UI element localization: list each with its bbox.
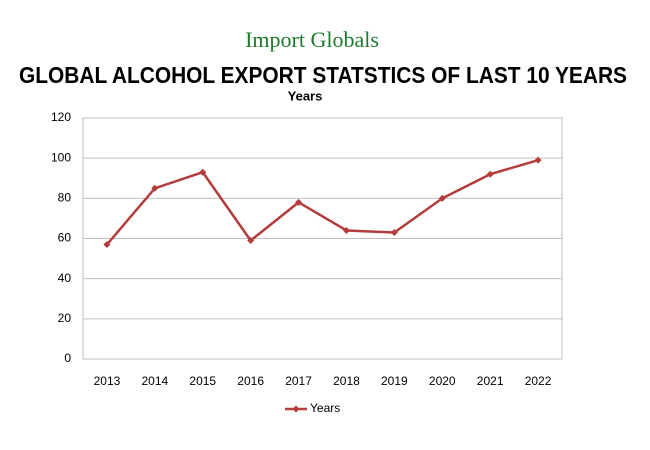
point-marker: [342, 226, 350, 234]
x-tick-label: 2013: [94, 374, 121, 388]
point-marker: [534, 156, 542, 164]
point-marker: [247, 237, 255, 245]
x-tick-label: 2018: [333, 374, 360, 388]
y-tick-label: 20: [58, 311, 72, 325]
legend-marker: [292, 405, 300, 413]
x-tick-label: 2022: [525, 374, 552, 388]
y-tick-label: 120: [51, 110, 71, 124]
x-tick-label: 2019: [381, 374, 408, 388]
point-marker: [151, 184, 159, 192]
y-tick-label: 80: [58, 191, 72, 205]
legend-label: Years: [310, 401, 340, 415]
x-tick-label: 2015: [189, 374, 216, 388]
chart-subtitle: Years: [288, 88, 323, 103]
x-tick-label: 2020: [429, 374, 456, 388]
point-marker: [390, 228, 398, 236]
y-tick-label: 0: [64, 351, 71, 365]
point-marker: [199, 168, 207, 176]
x-tick-label: 2014: [141, 374, 168, 388]
y-tick-label: 100: [51, 150, 71, 164]
brand: Import Globals: [245, 27, 379, 52]
chart-title: GLOBAL ALCOHOL EXPORT STATSTICS OF LAST …: [19, 62, 627, 88]
x-tick-label: 2017: [285, 374, 312, 388]
point-marker: [103, 241, 111, 249]
series-line: [105, 158, 539, 246]
x-tick-label: 2021: [477, 374, 504, 388]
point-marker: [438, 194, 446, 202]
y-tick-label: 60: [58, 231, 72, 245]
point-marker: [295, 198, 303, 206]
point-marker: [486, 170, 494, 178]
y-tick-label: 40: [58, 271, 72, 285]
x-tick-label: 2016: [237, 374, 264, 388]
